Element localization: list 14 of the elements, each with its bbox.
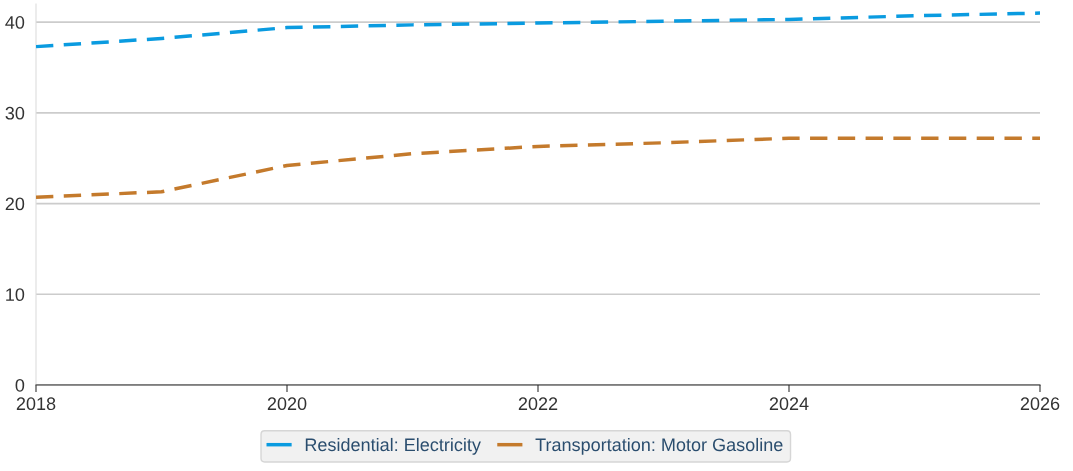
y-tick-label: 40 [5,16,25,29]
y-tick-label: 30 [5,106,25,120]
y-tick-label: 20 [5,197,25,211]
x-tick-label: 2022 [518,397,558,411]
y-tick-label: 10 [6,288,25,302]
x-tick-label: 2018 [16,397,56,411]
y-tick-label: 0 [15,378,25,392]
line-series [36,136,1040,199]
x-tick-label: 2024 [769,397,809,411]
legend-label: Residential: Electricity [305,437,481,455]
line-series [36,11,1040,49]
x-tick-label: 2020 [267,397,307,411]
x-tick-label: 2026 [1020,397,1060,411]
legend-label: Transportation: Motor Gasoline [535,437,783,455]
